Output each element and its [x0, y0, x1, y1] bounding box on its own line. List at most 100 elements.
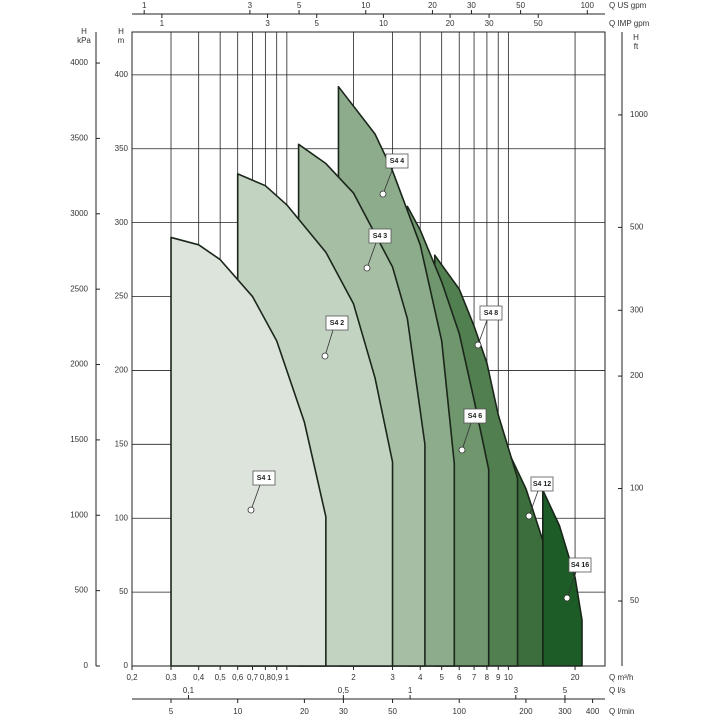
y2-tick-label: 300 — [630, 305, 644, 314]
x-extra-axis-label: Q US gpm — [609, 1, 647, 10]
callout-box — [368, 228, 392, 244]
x-extra-tick-label: 50 — [516, 1, 525, 10]
y3-axis-label: kPa — [77, 36, 91, 45]
pump-curve-area — [170, 236, 327, 667]
y2-tick-label: 500 — [630, 223, 644, 232]
series-label: S4 3 — [373, 233, 388, 240]
x-tick-label: 0,8 — [260, 673, 272, 682]
pump-curve-area — [541, 489, 583, 667]
callout-leader — [477, 319, 488, 346]
y-axis-label: m — [118, 36, 125, 45]
series-label: S4 1 — [257, 475, 272, 482]
callout-box — [479, 305, 503, 321]
areas — [170, 85, 583, 667]
callout-box — [530, 476, 554, 492]
callout-box — [568, 557, 592, 573]
callout-dot — [525, 512, 533, 520]
x-tick-label: 0,5 — [215, 673, 227, 682]
series-label: S4 4 — [390, 158, 405, 165]
callout-leader — [324, 329, 334, 357]
y2-axis-label: H — [633, 33, 639, 42]
x-extra-tick-label: 20 — [446, 19, 455, 28]
x-extra-axis-label: Q l/s — [609, 686, 625, 695]
x-extra-tick-label: 10 — [361, 1, 370, 10]
callout-box — [463, 408, 487, 424]
callout-leader — [382, 167, 394, 195]
callout-dot — [247, 506, 255, 514]
x-tick-label: 1 — [285, 673, 290, 682]
x-extra-tick-label: 3 — [265, 19, 270, 28]
callout-leader — [250, 484, 261, 511]
y3-tick-label: 2500 — [70, 284, 88, 293]
x-extra-tick-label: 50 — [388, 707, 397, 716]
callout-leader — [566, 571, 577, 599]
x-extra-axis-label: Q IMP gpm — [609, 19, 650, 28]
series-label: S4 6 — [468, 413, 483, 420]
y3-tick-label: 500 — [75, 586, 89, 595]
x-extra-tick-label: 5 — [563, 686, 568, 695]
callout-box — [385, 153, 409, 169]
x-extra-tick-label: 300 — [558, 707, 572, 716]
x-tick-label: 2 — [351, 673, 356, 682]
y3-tick-label: 1000 — [70, 510, 88, 519]
x-extra-tick-label: 50 — [534, 19, 543, 28]
y-tick-label: 0 — [124, 661, 129, 670]
plot-frame — [131, 31, 606, 667]
x-extra-tick-label: 30 — [485, 19, 494, 28]
y-tick-label: 100 — [115, 513, 129, 522]
x-extra-tick-label: 30 — [467, 1, 476, 10]
x-tick-label: 0,2 — [126, 673, 138, 682]
x-extra-tick-label: 3 — [248, 1, 253, 10]
x-extra-tick-label: 5 — [169, 707, 174, 716]
y3-tick-label: 2000 — [70, 360, 88, 369]
y2-tick-label: 1000 — [630, 110, 648, 119]
callout-leader — [461, 422, 472, 451]
x-tick-label: 0,7 — [247, 673, 259, 682]
x-tick-label: 0,3 — [165, 673, 177, 682]
x-extra-tick-label: 1 — [408, 686, 413, 695]
x-tick-label: 0,9 — [271, 673, 283, 682]
x-extra-tick-label: 100 — [581, 1, 595, 10]
y-tick-label: 250 — [115, 292, 129, 301]
y-tick-label: 150 — [115, 439, 129, 448]
x-tick-label: 20 — [571, 673, 580, 682]
x-extra-tick-label: 1 — [142, 1, 147, 10]
series-label: S4 12 — [533, 481, 551, 488]
y2-tick-label: 100 — [630, 484, 644, 493]
y-tick-label: 50 — [119, 587, 128, 596]
callout-dot — [458, 446, 466, 454]
y-tick-label: 350 — [115, 144, 129, 153]
callout-dot — [379, 190, 387, 198]
x-axis-label: Q m³/h — [609, 673, 633, 682]
y3-tick-label: 0 — [84, 661, 89, 670]
callout-dot — [474, 341, 482, 349]
x-tick-label: 6 — [457, 673, 462, 682]
series-label: S4 16 — [571, 562, 589, 569]
callout-leader — [528, 490, 539, 517]
x-tick-label: 0,6 — [232, 673, 244, 682]
x-extra-axis-label: Q l/min — [609, 707, 634, 716]
callout-leader — [366, 242, 377, 269]
x-extra-tick-label: 10 — [379, 19, 388, 28]
callout-dot — [363, 264, 371, 272]
callout-box — [252, 470, 276, 486]
series-label: S4 8 — [484, 310, 499, 317]
y2-axis-label: ft — [634, 42, 639, 51]
x-extra-tick-label: 0,1 — [183, 686, 195, 695]
x-extra-tick-label: 3 — [514, 686, 519, 695]
x-extra-tick-label: 30 — [339, 707, 348, 716]
x-extra-tick-label: 20 — [428, 1, 437, 10]
x-extra-tick-label: 200 — [519, 707, 533, 716]
x-tick-label: 0,4 — [193, 673, 205, 682]
y-axis-label: H — [118, 27, 124, 36]
x-tick-label: 3 — [390, 673, 395, 682]
y2-tick-label: 50 — [630, 596, 639, 605]
x-tick-label: 8 — [485, 673, 490, 682]
x-extra-tick-label: 1 — [160, 19, 165, 28]
y3-tick-label: 3000 — [70, 209, 88, 218]
y3-tick-label: 1500 — [70, 435, 88, 444]
y-tick-label: 400 — [115, 70, 129, 79]
y-tick-label: 200 — [115, 366, 129, 375]
x-extra-tick-label: 5 — [314, 19, 319, 28]
